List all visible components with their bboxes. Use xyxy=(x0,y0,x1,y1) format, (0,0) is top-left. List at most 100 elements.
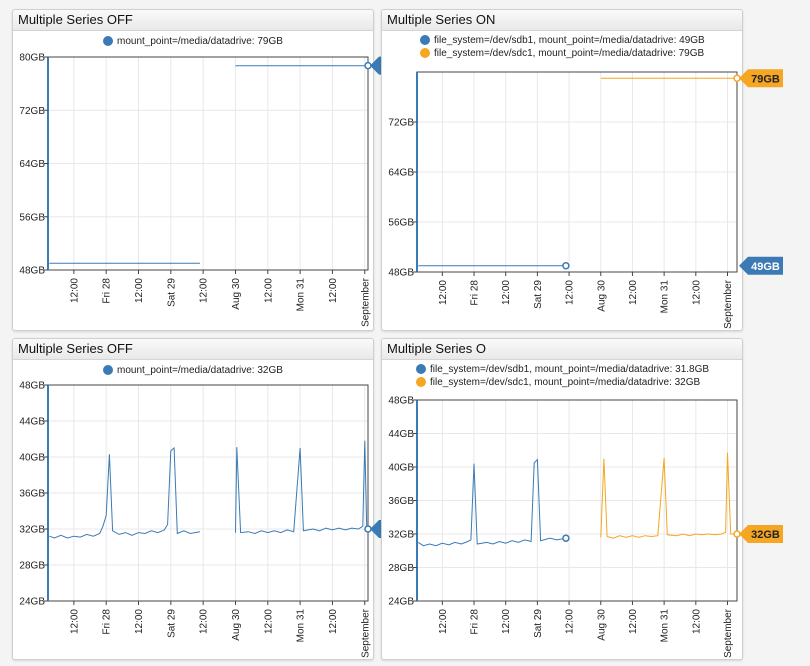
value-badge xyxy=(739,525,783,543)
x-tick-label: Mon 31 xyxy=(296,278,307,312)
series-line xyxy=(418,458,566,547)
y-tick-label: 56GB xyxy=(19,212,45,223)
x-tick-label: Sat 29 xyxy=(166,609,177,638)
legend-dot-icon xyxy=(103,36,113,46)
x-tick-label: September xyxy=(360,608,371,658)
legend-item[interactable]: file_system=/dev/sdb1, mount_point=/medi… xyxy=(416,363,709,375)
y-tick-label: 36GB xyxy=(19,489,45,500)
series-end-marker xyxy=(562,262,570,270)
x-tick-label: 12:00 xyxy=(628,609,639,634)
x-tick-label: Fri 28 xyxy=(470,609,481,635)
x-tick-label: 12:00 xyxy=(565,609,576,634)
chart-legend: mount_point=/media/datadrive: 32GB xyxy=(103,364,283,377)
y-tick-label: 48GB xyxy=(19,266,45,277)
widget-title: Multiple Series OFF xyxy=(13,339,373,360)
x-tick-label: 12:00 xyxy=(199,278,210,303)
x-tick-label: Sat 29 xyxy=(533,609,544,638)
series-line xyxy=(49,446,200,539)
y-tick-label: 28GB xyxy=(388,563,414,574)
x-tick-label: 12:00 xyxy=(628,280,639,305)
y-tick-label: 32GB xyxy=(388,530,414,541)
legend-label: mount_point=/media/datadrive: 79GB xyxy=(117,35,283,47)
legend-dot-icon xyxy=(420,48,430,58)
y-tick-label: 44GB xyxy=(19,417,45,428)
x-tick-label: 12:00 xyxy=(501,609,512,634)
legend-item[interactable]: file_system=/dev/sdb1, mount_point=/medi… xyxy=(420,34,705,46)
y-tick-label: 40GB xyxy=(388,463,414,474)
y-tick-label: 56GB xyxy=(388,218,414,229)
y-tick-label: 48GB xyxy=(19,381,45,392)
widget-title: Multiple Series O xyxy=(382,339,742,360)
widget-bottom-right: Multiple Series O file_system=/dev/sdb1,… xyxy=(381,338,783,660)
y-tick-label: 64GB xyxy=(388,168,414,179)
x-tick-label: 12:00 xyxy=(263,609,274,634)
legend-label: mount_point=/media/datadrive: 32GB xyxy=(117,364,283,376)
chart-legend: mount_point=/media/datadrive: 79GB xyxy=(103,35,283,48)
series-end-marker xyxy=(562,534,570,542)
widget-top-left: Multiple Series OFF mount_point=/media/d… xyxy=(12,9,414,331)
legend-item[interactable]: file_system=/dev/sdc1, mount_point=/medi… xyxy=(416,376,709,388)
y-tick-label: 72GB xyxy=(19,106,45,117)
widget-top-right: Multiple Series ON file_system=/dev/sdb1… xyxy=(381,9,783,331)
x-tick-label: 12:00 xyxy=(328,609,339,634)
x-tick-label: 12:00 xyxy=(691,609,702,634)
y-tick-label: 48GB xyxy=(388,268,414,279)
x-tick-label: 12:00 xyxy=(69,609,80,634)
chart-svg: 24GB 28GB 32GB 36GB 40GB 44GB 48GB 12:00 Fri 28 1… xyxy=(388,396,783,658)
x-tick-label: Mon 31 xyxy=(296,609,307,643)
y-tick-label: 64GB xyxy=(19,159,45,170)
value-badge xyxy=(739,69,783,88)
x-tick-label: Sat 29 xyxy=(166,278,177,307)
x-tick-label: 12:00 xyxy=(438,280,449,305)
legend-item[interactable]: file_system=/dev/sdc1, mount_point=/medi… xyxy=(420,47,705,59)
y-tick-label: 80GB xyxy=(19,53,45,64)
x-tick-label: Mon 31 xyxy=(660,609,671,643)
x-tick-label: September xyxy=(360,277,371,327)
chart-legend: file_system=/dev/sdb1, mount_point=/medi… xyxy=(416,363,709,389)
y-tick-label: 36GB xyxy=(388,496,414,507)
y-tick-label: 24GB xyxy=(388,597,414,608)
x-tick-label: 12:00 xyxy=(328,278,339,303)
x-tick-label: Fri 28 xyxy=(102,278,113,304)
x-tick-label: 12:00 xyxy=(199,609,210,634)
chart-svg: 48GB 56GB 64GB 72GB 80GB 12:00 Fri 28 12:00 Sat … xyxy=(19,53,414,327)
x-tick-label: Aug 30 xyxy=(596,280,607,312)
y-tick-label: 72GB xyxy=(388,118,414,129)
x-tick-label: 12:00 xyxy=(565,280,576,305)
x-tick-label: Mon 31 xyxy=(660,280,671,314)
legend-dot-icon xyxy=(416,377,426,387)
x-tick-label: Aug 30 xyxy=(231,278,242,310)
y-tick-label: 28GB xyxy=(19,561,45,572)
x-tick-label: September xyxy=(723,279,734,329)
legend-label: file_system=/dev/sdb1, mount_point=/medi… xyxy=(430,363,710,375)
y-tick-label: 44GB xyxy=(388,429,414,440)
legend-item[interactable]: mount_point=/media/datadrive: 79GB xyxy=(103,35,283,47)
series-line xyxy=(235,440,369,535)
value-badge-label: 79GB xyxy=(751,73,780,85)
x-tick-label: Aug 30 xyxy=(231,609,242,641)
legend-label: file_system=/dev/sdc1, mount_point=/medi… xyxy=(434,47,705,59)
widget-title: Multiple Series OFF xyxy=(13,10,373,31)
value-badge-label: 49GB xyxy=(751,261,780,273)
x-tick-label: Aug 30 xyxy=(596,609,607,641)
chart-svg: 48GB 56GB 64GB 72GB 12:00 Fri 28 12:00 Sat 29 12… xyxy=(388,69,783,329)
widget-title: Multiple Series ON xyxy=(382,10,742,31)
legend-item[interactable]: mount_point=/media/datadrive: 32GB xyxy=(103,364,283,376)
x-tick-label: 12:00 xyxy=(501,280,512,305)
y-tick-label: 48GB xyxy=(388,396,414,407)
x-tick-label: 12:00 xyxy=(263,278,274,303)
legend-label: file_system=/dev/sdc1, mount_point=/medi… xyxy=(430,376,701,388)
x-tick-label: 12:00 xyxy=(134,278,145,303)
y-tick-label: 32GB xyxy=(19,525,45,536)
y-tick-label: 24GB xyxy=(19,597,45,608)
x-tick-label: September xyxy=(723,608,734,658)
chart-svg: 24GB 28GB 32GB 36GB 40GB 44GB 48GB 12:00 Fri 28 1… xyxy=(19,381,414,658)
legend-dot-icon xyxy=(103,365,113,375)
legend-dot-icon xyxy=(420,35,430,45)
x-tick-label: Fri 28 xyxy=(470,280,481,306)
value-badge-label: 32GB xyxy=(751,529,780,541)
x-tick-label: 12:00 xyxy=(438,609,449,634)
legend-dot-icon xyxy=(416,364,426,374)
x-tick-label: Fri 28 xyxy=(102,609,113,635)
chart-legend: file_system=/dev/sdb1, mount_point=/medi… xyxy=(420,34,705,60)
